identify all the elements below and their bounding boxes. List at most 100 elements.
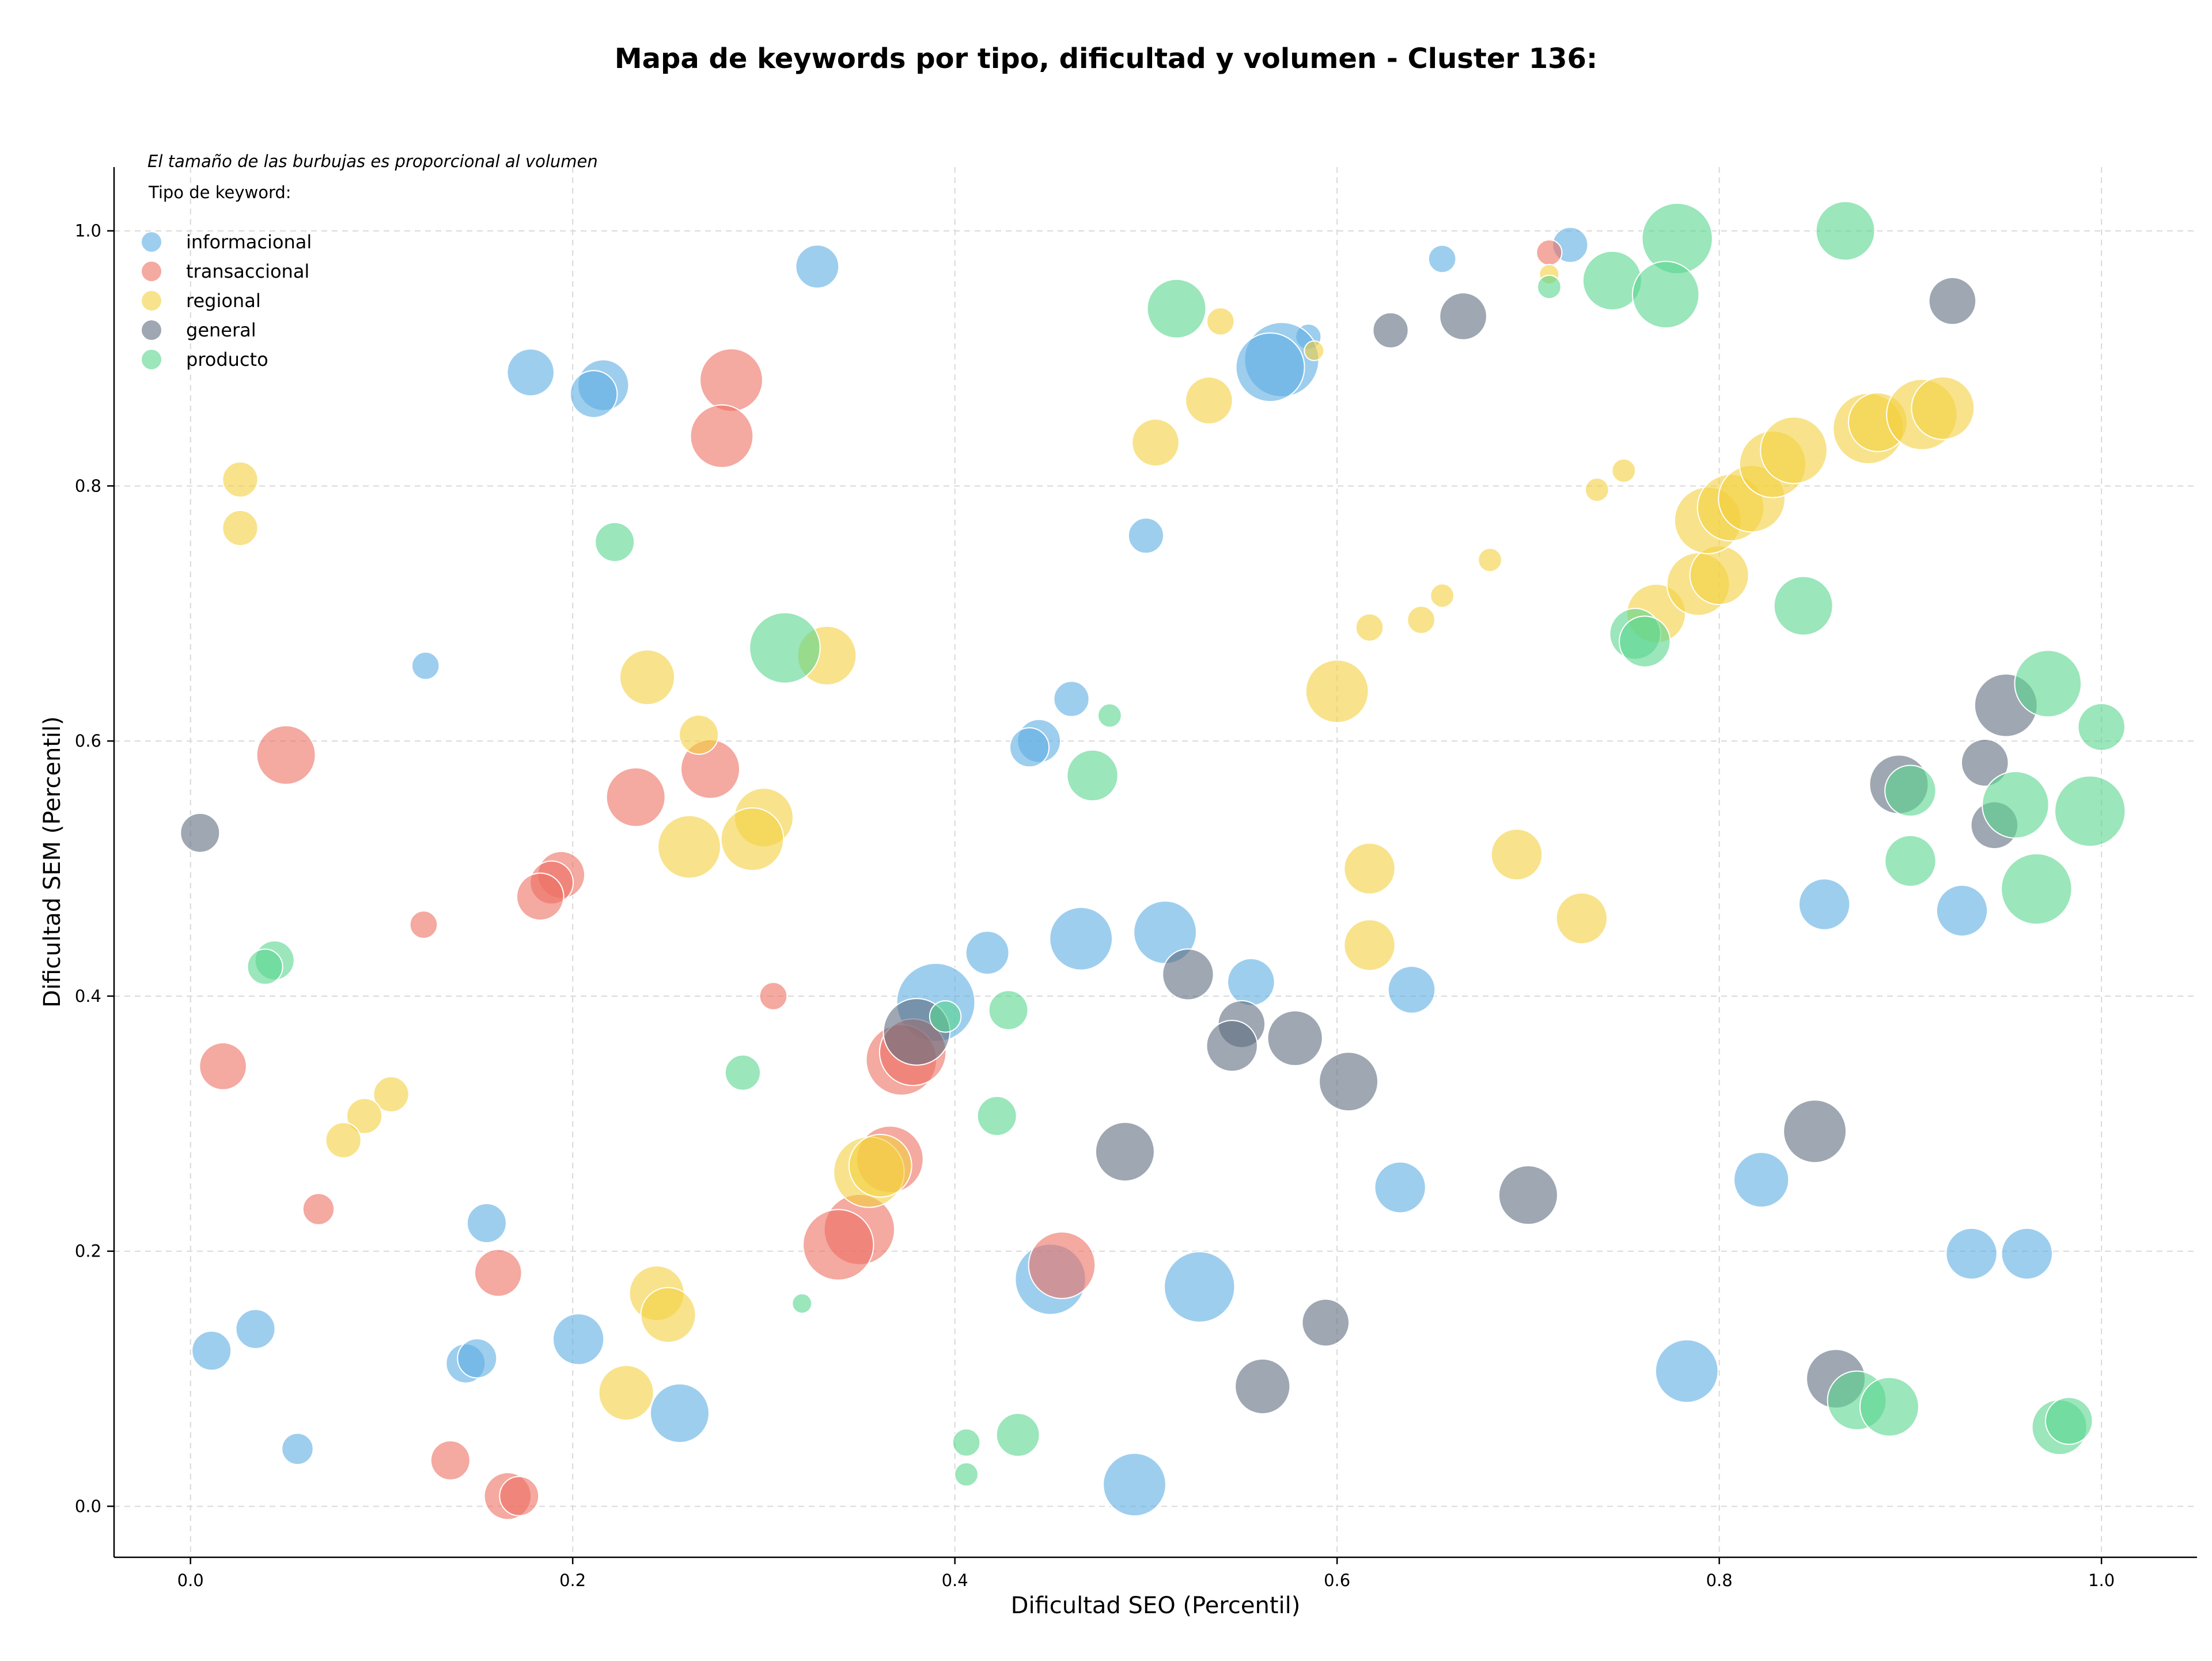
bubble-producto <box>791 1293 813 1314</box>
bubble-regional <box>720 807 785 872</box>
bubble-layer <box>180 200 2126 1520</box>
y-tick-label: 0.0 <box>75 1496 101 1516</box>
x-tick-label: 0.8 <box>1706 1571 1733 1590</box>
bubble-producto <box>1815 200 1876 261</box>
bubble-informacional <box>795 244 840 289</box>
bubble-informacional <box>965 930 1010 975</box>
bubble-informacional <box>1227 958 1275 1007</box>
bubble-general <box>1783 1099 1847 1164</box>
bubble-producto <box>749 612 821 684</box>
bubble-transaccional <box>409 910 438 939</box>
bubble-producto <box>1536 274 1562 300</box>
bubble-producto <box>1066 749 1119 802</box>
bubble-informacional <box>1733 1152 1790 1208</box>
legend-marker-transaccional <box>142 262 161 281</box>
bubble-producto <box>2044 1397 2093 1445</box>
bubble-regional <box>1407 606 1435 634</box>
bubble-general <box>1319 1051 1379 1112</box>
bubble-regional <box>346 1098 383 1134</box>
bubble-informacional <box>1936 884 1988 937</box>
bubble-general <box>1498 1165 1558 1225</box>
bubble-regional <box>1555 892 1608 945</box>
bubble-transaccional <box>759 982 788 1011</box>
x-tick-label: 0.4 <box>942 1571 968 1590</box>
bubble-regional <box>222 461 259 498</box>
bubble-transaccional <box>690 404 754 468</box>
bubble-transaccional <box>516 872 565 921</box>
legend-label-informacional: informacional <box>186 231 312 253</box>
x-axis-label: Dificultad SEO (Percentil) <box>1011 1592 1301 1619</box>
bubble-regional <box>1343 842 1396 895</box>
x-tick-label: 0.6 <box>1324 1571 1350 1590</box>
bubble-producto <box>1884 765 1937 817</box>
legend-label-general: general <box>186 319 256 341</box>
legend-marker-informacional <box>142 232 161 252</box>
bubble-producto <box>995 1413 1040 1457</box>
bubble-informacional <box>191 1330 232 1371</box>
bubble-regional <box>1305 659 1369 724</box>
bubble-producto <box>1097 703 1122 728</box>
bubble-informacional <box>1427 244 1457 274</box>
bubble-regional <box>1185 376 1233 425</box>
bubble-transaccional <box>1028 1231 1096 1299</box>
bubble-regional <box>1430 583 1455 608</box>
bubble-general <box>1162 948 1214 1001</box>
bubble-producto <box>1884 835 1937 887</box>
bubble-informacional <box>1053 680 1090 717</box>
y-tick-label: 1.0 <box>75 221 101 241</box>
y-tick-label: 0.4 <box>75 986 101 1006</box>
bubble-transaccional <box>699 348 763 413</box>
bubble-informacional <box>457 1338 498 1379</box>
legend: informacional transaccional regional genera… <box>142 231 312 370</box>
bubble-regional <box>1584 477 1609 502</box>
bubble-producto <box>952 1428 981 1457</box>
bubble-informacional <box>1164 1251 1236 1323</box>
bubble-regional <box>1304 340 1325 361</box>
legend-label-transaccional: transaccional <box>186 260 309 282</box>
y-axis-label: Dificultad SEM (Percentil) <box>39 716 66 1008</box>
bubble-producto <box>929 1000 962 1033</box>
bubble-informacional <box>1374 1161 1426 1214</box>
x-tick-label: 1.0 <box>2088 1571 2115 1590</box>
bubble-regional <box>373 1076 410 1113</box>
bubble-regional <box>598 1364 654 1421</box>
bubble-informacional <box>281 1432 314 1466</box>
bubble-informacional <box>1049 906 1113 971</box>
x-tick-label: 0.0 <box>177 1571 204 1590</box>
bubble-informacional <box>235 1308 276 1349</box>
bubble-informacional <box>569 370 618 418</box>
bubble-producto <box>594 521 635 562</box>
legend-marker-general <box>142 320 161 340</box>
bubble-producto <box>2054 775 2126 847</box>
bubble-general <box>180 812 221 853</box>
bubble-general <box>1094 1122 1155 1182</box>
bubble-transaccional <box>605 767 666 827</box>
bubble-regional <box>619 649 676 706</box>
bubble-informacional <box>1654 1339 1719 1403</box>
bubble-regional <box>1611 458 1637 483</box>
bubble-informacional <box>2001 1227 2053 1280</box>
bubble-regional <box>1760 416 1828 485</box>
bubble-producto <box>724 1054 762 1091</box>
bubble-producto <box>988 990 1029 1031</box>
bubble-general <box>1439 292 1487 340</box>
bubble-general <box>1372 312 1409 349</box>
bubble-producto <box>1631 260 1700 329</box>
bubble-regional <box>1478 547 1502 573</box>
bubble-informacional <box>1945 1227 1998 1280</box>
bubble-regional <box>222 509 259 547</box>
bubble-transaccional <box>430 1440 471 1481</box>
axis-ticks: 0.0 0.2 0.4 0.6 0.8 1.0 0.0 0.2 0.4 0.6 0.8 1.0 <box>75 221 2115 1590</box>
legend-marker-regional <box>142 291 161 311</box>
bubble-producto <box>954 1462 979 1487</box>
bubble-producto <box>1146 278 1207 339</box>
bubble-transaccional <box>256 725 316 785</box>
bubble-regional <box>1689 545 1749 606</box>
legend-label-regional: regional <box>186 290 261 312</box>
bubble-general <box>1928 277 1977 326</box>
bubble-regional <box>1490 828 1543 881</box>
bubble-informacional <box>1387 966 1436 1014</box>
bubble-regional <box>325 1122 362 1159</box>
x-tick-label: 0.2 <box>559 1571 586 1590</box>
bubble-informacional <box>1009 727 1050 768</box>
